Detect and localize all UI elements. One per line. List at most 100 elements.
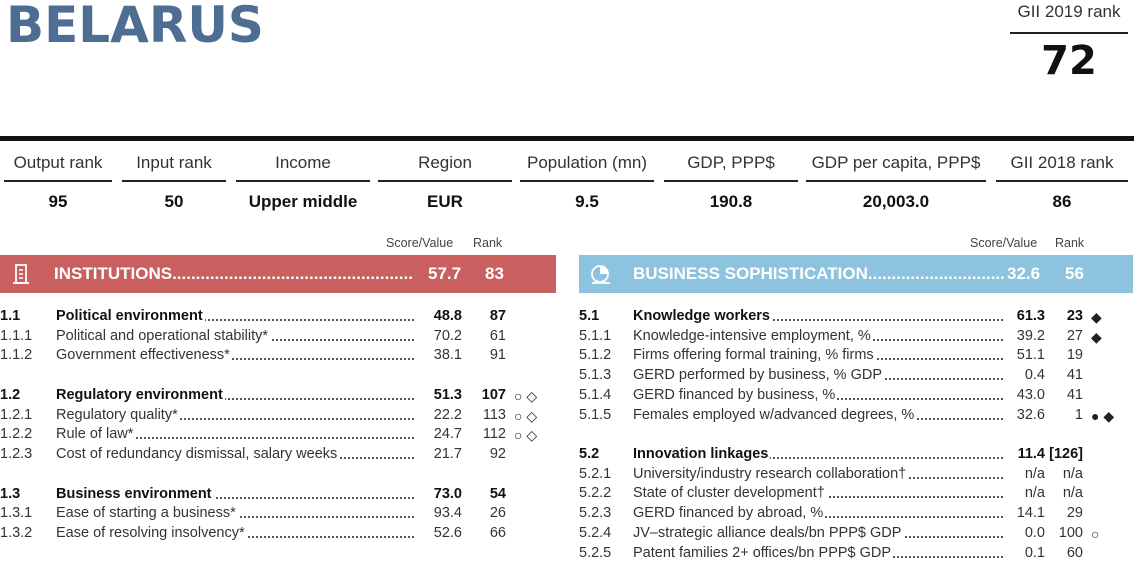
indicator-code: 5.2: [579, 446, 600, 462]
indicator-code: 1.2: [0, 387, 21, 403]
stat-label: Region: [378, 148, 512, 182]
indicator-rank: 41: [1066, 386, 1083, 403]
pillar-title: BUSINESS SOPHISTICATION.................…: [633, 255, 1005, 293]
stat-value: Upper middle: [248, 192, 358, 211]
indicator-score: 52.6: [433, 524, 462, 541]
indicator-code: 5.1.3: [579, 367, 612, 384]
indicator-label: State of cluster development†: [633, 485, 1003, 502]
leader-dots: [633, 457, 1003, 459]
gii-rank-box: GII 2019 rank 72: [1010, 0, 1128, 84]
indicator-score: 0.1: [1024, 544, 1045, 561]
indicator-label: Political and operational stability*: [56, 327, 414, 344]
indicator-code: 5.1.5: [579, 406, 612, 423]
indicator-label: GERD financed by business, %: [633, 386, 1003, 403]
key-stats: Output rank 95 Input rank 50 Income Uppe…: [0, 148, 1134, 218]
stat-value: 95: [48, 192, 68, 211]
indicator-code: 5.1.1: [579, 327, 612, 344]
indicator-rank: 27: [1066, 327, 1083, 344]
indicator-score: 22.2: [433, 406, 462, 423]
indicator-label: Political environment: [56, 308, 414, 324]
indicator-rank: [126]: [1049, 446, 1083, 462]
business-sophistication-panel: Score/Value Rank BUSINESS SOPHISTICATION…: [579, 230, 1134, 565]
stat-value: 9.5: [575, 192, 599, 211]
leader-dots: [56, 437, 414, 440]
indicator-rank: 107: [481, 387, 506, 403]
indicator-score: 32.6: [1016, 406, 1045, 423]
indicator-row: 5.1.3 GERD performed by business, % GDP 0.…: [579, 367, 1134, 387]
indicator-row: 1.1.2 Government effectiveness* 38.1 91: [0, 347, 556, 367]
strength-weakness-marker-icon: ○ ◇: [514, 407, 538, 424]
indicator-rank: 100: [1058, 524, 1083, 541]
indicator-row: 5.2.3 GERD financed by abroad, % 14.1 29: [579, 505, 1134, 525]
indicator-label-text: GERD performed by business, % GDP: [633, 367, 885, 384]
indicator-label: Females employed w/advanced degrees, %: [633, 406, 1003, 423]
score-column-header: Score/Value: [386, 236, 454, 250]
indicator-label-text: Political environment: [56, 308, 205, 324]
institutions-icon: [13, 264, 29, 284]
indicator-label: Knowledge-intensive employment, %: [633, 327, 1003, 344]
indicator-row: 1.1 Political environment 48.8 87: [0, 308, 556, 328]
leader-dots: [56, 319, 414, 321]
leader-dots: ........................................…: [867, 264, 1005, 283]
indicator-rank: n/a: [1062, 485, 1083, 502]
indicator-label-text: Regulatory quality*: [56, 406, 180, 423]
indicator-label-text: Regulatory environment: [56, 387, 225, 403]
pillar-score: 57.7: [428, 264, 462, 283]
indicator-score: 48.8: [433, 308, 462, 324]
indicator-rank: 66: [489, 524, 506, 541]
stat-gdp: GDP, PPP$ 190.8: [664, 148, 798, 222]
indicator-code: 5.2.5: [579, 544, 612, 561]
stat-value: 190.8: [709, 192, 753, 211]
business-sophistication-icon: [591, 265, 610, 284]
indicator-label-text: University/industry research collaborati…: [633, 465, 909, 482]
stat-label: GDP, PPP$: [664, 148, 798, 182]
indicator-score: 93.4: [433, 505, 462, 522]
indicator-code: 1.3: [0, 485, 21, 502]
indicator-label: Regulatory environment: [56, 387, 414, 403]
indicator-label-text: State of cluster development†: [633, 485, 827, 502]
indicator-score: 51.3: [433, 387, 462, 403]
pillar-rank: 56: [1065, 264, 1084, 283]
strength-weakness-marker-icon: ● ◆: [1091, 407, 1115, 424]
indicator-rank: 87: [489, 308, 506, 324]
indicator-rank: 54: [489, 485, 506, 502]
indicator-label: Ease of starting a business*: [56, 505, 414, 522]
indicator-code: 1.1.1: [0, 327, 33, 344]
indicator-label-text: Cost of redundancy dismissal, salary wee…: [56, 446, 340, 463]
indicator-code: 5.2.3: [579, 505, 612, 522]
indicator-rank: n/a: [1062, 465, 1083, 482]
indicator-label-text: Firms offering formal training, % firms: [633, 347, 876, 364]
stat-input-rank: Input rank 50: [122, 148, 226, 222]
indicator-label: Knowledge workers: [633, 308, 1003, 324]
indicator-label: JV–strategic alliance deals/bn PPP$ GDP: [633, 524, 1003, 541]
stat-gdp-per-capita: GDP per capita, PPP$ 20,003.0: [806, 148, 986, 222]
indicator-label: Innovation linkages: [633, 446, 1003, 462]
pillar-title: INSTITUTIONS............................…: [54, 255, 414, 293]
stat-value: 86: [1052, 192, 1072, 211]
indicator-rank: 23: [1066, 308, 1083, 324]
indicator-rank: 113: [482, 406, 506, 423]
indicator-rank: 26: [489, 505, 506, 522]
indicator-label: Firms offering formal training, % firms: [633, 347, 1003, 364]
indicator-row: 5.1.2 Firms offering formal training, % f…: [579, 347, 1134, 367]
indicator-score: 39.2: [1016, 327, 1045, 344]
indicator-code: 1.1: [0, 308, 21, 324]
indicator-label: Business environment: [56, 485, 414, 502]
indicator-label-text: GERD financed by business, %: [633, 386, 838, 403]
indicator-score: 21.7: [433, 446, 462, 463]
indicator-score: 43.0: [1016, 386, 1045, 403]
indicator-label: Cost of redundancy dismissal, salary wee…: [56, 446, 414, 463]
indicator-score: 14.1: [1016, 505, 1045, 522]
indicator-label: GERD performed by business, % GDP: [633, 367, 1003, 384]
indicator-row: 5.2 Innovation linkages 11.4 [126]: [579, 446, 1134, 466]
leader-dots: [633, 319, 1003, 321]
indicator-row: 5.2.5 Patent families 2+ offices/bn PPP$ …: [579, 544, 1134, 565]
indicator-row: 1.3.2 Ease of resolving insolvency* 52.6 66: [0, 524, 556, 545]
indicator-row: 1.2.1 Regulatory quality* 22.2 113 ○ ◇: [0, 406, 556, 427]
indicator-rank: 60: [1066, 544, 1083, 561]
score-column-header: Score/Value: [970, 236, 1038, 250]
indicator-row: 1.1.1 Political and operational stability…: [0, 327, 556, 348]
indicator-label-text: GERD financed by abroad, %: [633, 505, 826, 522]
indicator-label: Rule of law*: [56, 426, 414, 443]
indicator-row: 1.2 Regulatory environment 51.3 107 ○ ◇: [0, 387, 556, 407]
